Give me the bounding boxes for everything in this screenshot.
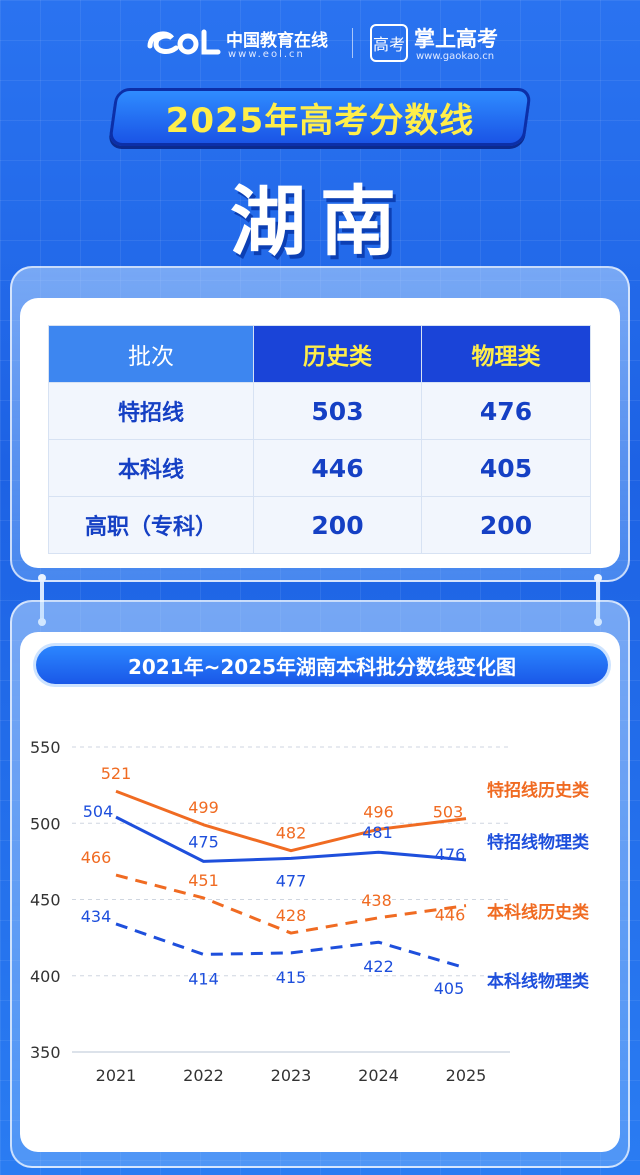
history-score: 503 xyxy=(253,382,422,440)
x-tick-label: 2024 xyxy=(358,1066,399,1085)
history-score: 200 xyxy=(253,496,422,554)
gaokao-brand-name: 掌上高考 xyxy=(414,27,498,51)
physics-score: 476 xyxy=(421,382,591,440)
gaokao-logo-icon: 高考 xyxy=(370,24,408,62)
y-tick-label: 450 xyxy=(30,891,61,910)
data-label: 428 xyxy=(276,906,307,925)
series-line xyxy=(115,789,467,853)
data-label: 503 xyxy=(433,803,464,822)
header-batch: 批次 xyxy=(48,325,254,383)
data-label: 415 xyxy=(276,968,307,987)
data-label: 521 xyxy=(101,764,132,783)
table-row: 特招线 503 476 xyxy=(48,382,591,440)
series-line xyxy=(115,815,467,863)
x-tick-label: 2023 xyxy=(271,1066,312,1085)
series-label: 本科线物理类 xyxy=(487,971,590,992)
data-label: 476 xyxy=(435,845,466,864)
province-heading: 湖南 xyxy=(230,177,410,266)
y-tick-label: 550 xyxy=(30,738,61,757)
data-label: 451 xyxy=(188,871,219,890)
data-label: 499 xyxy=(188,798,219,817)
series-label: 特招线历史类 xyxy=(487,780,590,801)
row-label: 高职（专科） xyxy=(48,496,254,554)
page-title: 2025年高考分数线 xyxy=(165,100,475,141)
table-row: 本科线 446 405 xyxy=(48,439,591,497)
series-line xyxy=(115,922,467,970)
header-history: 历史类 xyxy=(253,325,422,383)
line-chart: 350 400 450 500 550 2021 2022 2023 2024 2025 521 49… xyxy=(30,738,590,1085)
row-label: 特招线 xyxy=(48,382,254,440)
gaokao-url: www.gaokao.cn xyxy=(416,51,495,62)
data-label: 475 xyxy=(188,832,219,851)
data-label: 481 xyxy=(362,823,393,842)
score-table: 批次 历史类 物理类 特招线 503 476 本科线 446 405 高职（专科… xyxy=(48,325,591,554)
table-header-row: 批次 历史类 物理类 xyxy=(48,325,591,383)
logo-divider xyxy=(352,28,353,58)
connector-right-dot-top xyxy=(594,574,602,582)
physics-score: 200 xyxy=(421,496,591,554)
data-label: 414 xyxy=(188,969,219,988)
data-label: 482 xyxy=(276,824,307,843)
row-label: 本科线 xyxy=(48,439,254,497)
data-label: 496 xyxy=(363,802,394,821)
data-label: 446 xyxy=(435,906,466,925)
header-physics: 物理类 xyxy=(421,325,591,383)
physics-score: 405 xyxy=(421,439,591,497)
data-label: 504 xyxy=(83,802,114,821)
history-score: 446 xyxy=(253,439,422,497)
data-label: 422 xyxy=(363,957,394,976)
data-label: 477 xyxy=(276,871,307,890)
chart-card xyxy=(20,632,620,1152)
chart-title: 2021年~2025年湖南本科批分数线变化图 xyxy=(36,646,608,684)
series-line xyxy=(115,873,467,935)
eol-brand-name: 中国教育在线 xyxy=(226,31,328,51)
eol-logo-icon xyxy=(147,29,221,55)
series-label: 特招线物理类 xyxy=(487,832,590,853)
data-label: 466 xyxy=(81,848,112,867)
x-tick-label: 2021 xyxy=(96,1066,137,1085)
table-row: 高职（专科） 200 200 xyxy=(48,496,591,554)
connector-left-dot-top xyxy=(38,574,46,582)
y-tick-label: 400 xyxy=(30,967,61,986)
x-tick-label: 2022 xyxy=(183,1066,224,1085)
y-tick-label: 350 xyxy=(30,1043,61,1062)
data-label: 405 xyxy=(434,979,465,998)
data-label: 434 xyxy=(81,907,112,926)
y-tick-label: 500 xyxy=(30,814,61,833)
x-tick-label: 2025 xyxy=(446,1066,487,1085)
data-label: 438 xyxy=(361,891,392,910)
header-logos: 中国教育在线 www.eol.cn 高考 掌上高考 www.gaokao.cn xyxy=(0,20,640,70)
eol-url: www.eol.cn xyxy=(228,49,305,60)
series-label: 本科线历史类 xyxy=(487,902,590,923)
